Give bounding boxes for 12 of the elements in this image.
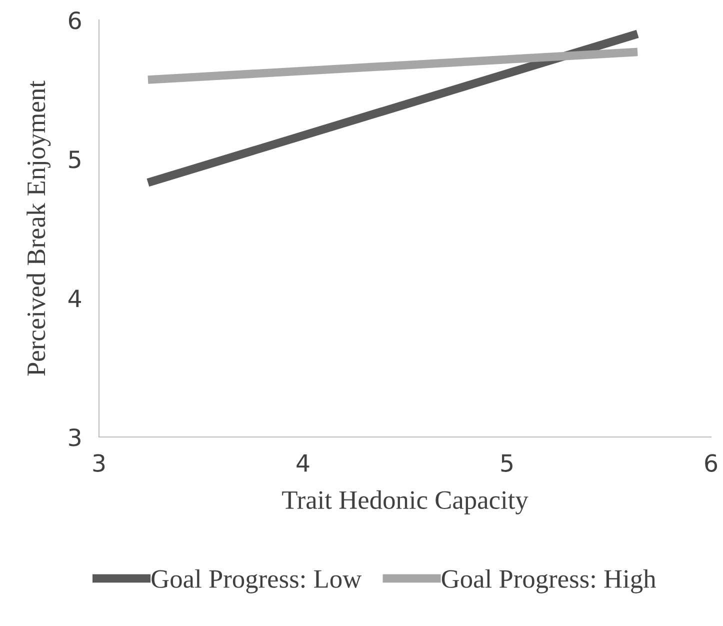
y-axis-title: Perceived Break Enjoyment — [26, 80, 51, 376]
y-tick-label: 4 — [68, 290, 82, 307]
legend-label: Goal Progress: High — [442, 569, 656, 594]
x-tick-label: 6 — [705, 454, 718, 472]
y-tick-label: 3 — [69, 428, 80, 446]
x-tick-label: 4 — [296, 454, 310, 472]
y-tick-label: 5 — [69, 150, 80, 168]
x-tick-label: 5 — [501, 454, 512, 472]
y-tick-label: 6 — [68, 11, 81, 30]
x-axis-title: Trait Hedonic Capacity — [282, 490, 528, 514]
legend-label: Goal Progress: Low — [152, 569, 362, 594]
x-tick-label: 3 — [93, 454, 105, 472]
